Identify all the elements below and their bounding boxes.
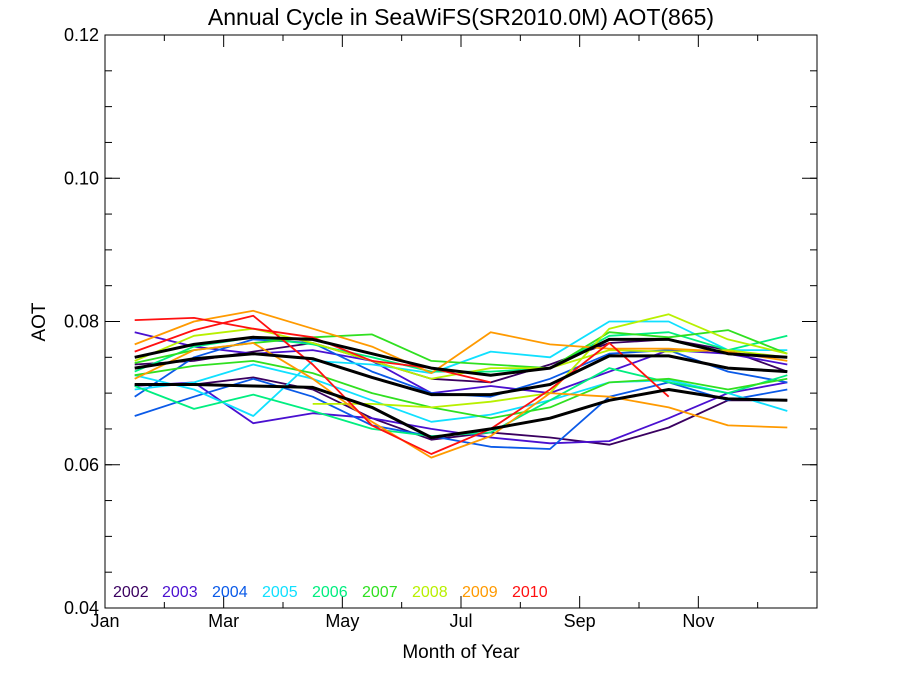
series-line-2002 bbox=[134, 376, 788, 446]
x-axis-label: Month of Year bbox=[402, 642, 520, 663]
x-tick-label: May bbox=[325, 611, 359, 631]
legend-item-2005: 2005 bbox=[262, 584, 298, 601]
chart-title: Annual Cycle in SeaWiFS(SR2010.0M) AOT(8… bbox=[208, 4, 714, 30]
legend-item-2004: 2004 bbox=[212, 584, 248, 601]
y-tick-label: 0.04 bbox=[64, 598, 99, 618]
series-line-2008 bbox=[134, 327, 788, 380]
y-axis-label: AOT bbox=[29, 302, 50, 341]
mean-series-line bbox=[134, 335, 788, 377]
axis-ticks: Jan Mar May Jul Sep Nov 0.04 0.06 0.08 0.10 0.12 bbox=[64, 25, 817, 631]
legend: 2002 2003 2004 2005 2006 2007 2008 2009 2010 bbox=[113, 584, 548, 601]
x-tick-label: Nov bbox=[682, 611, 714, 631]
x-tick-label: Mar bbox=[208, 611, 239, 631]
legend-item-2003: 2003 bbox=[162, 584, 198, 601]
series-line-2007 bbox=[134, 359, 788, 420]
y-tick-label: 0.12 bbox=[64, 25, 99, 45]
series-line-2009 bbox=[134, 309, 788, 375]
legend-item-2008: 2008 bbox=[412, 584, 448, 601]
mean-series-line bbox=[134, 352, 788, 397]
x-tick-label: Jul bbox=[449, 611, 472, 631]
series-lines bbox=[134, 309, 788, 459]
y-tick-label: 0.08 bbox=[64, 312, 99, 332]
x-tick-label: Jan bbox=[90, 611, 119, 631]
mean-series-line bbox=[134, 383, 788, 439]
series-line-2009 bbox=[134, 342, 788, 459]
series-line-2010 bbox=[134, 314, 670, 455]
legend-item-2010: 2010 bbox=[512, 584, 548, 601]
series-line-2006 bbox=[134, 367, 788, 438]
legend-item-2009: 2009 bbox=[462, 584, 498, 601]
legend-item-2006: 2006 bbox=[312, 584, 348, 601]
y-tick-label: 0.10 bbox=[64, 168, 99, 188]
x-tick-label: Sep bbox=[564, 611, 596, 631]
legend-item-2002: 2002 bbox=[113, 584, 149, 601]
legend-item-2007: 2007 bbox=[362, 584, 398, 601]
series-line-2005 bbox=[134, 363, 788, 423]
y-tick-label: 0.06 bbox=[64, 455, 99, 475]
